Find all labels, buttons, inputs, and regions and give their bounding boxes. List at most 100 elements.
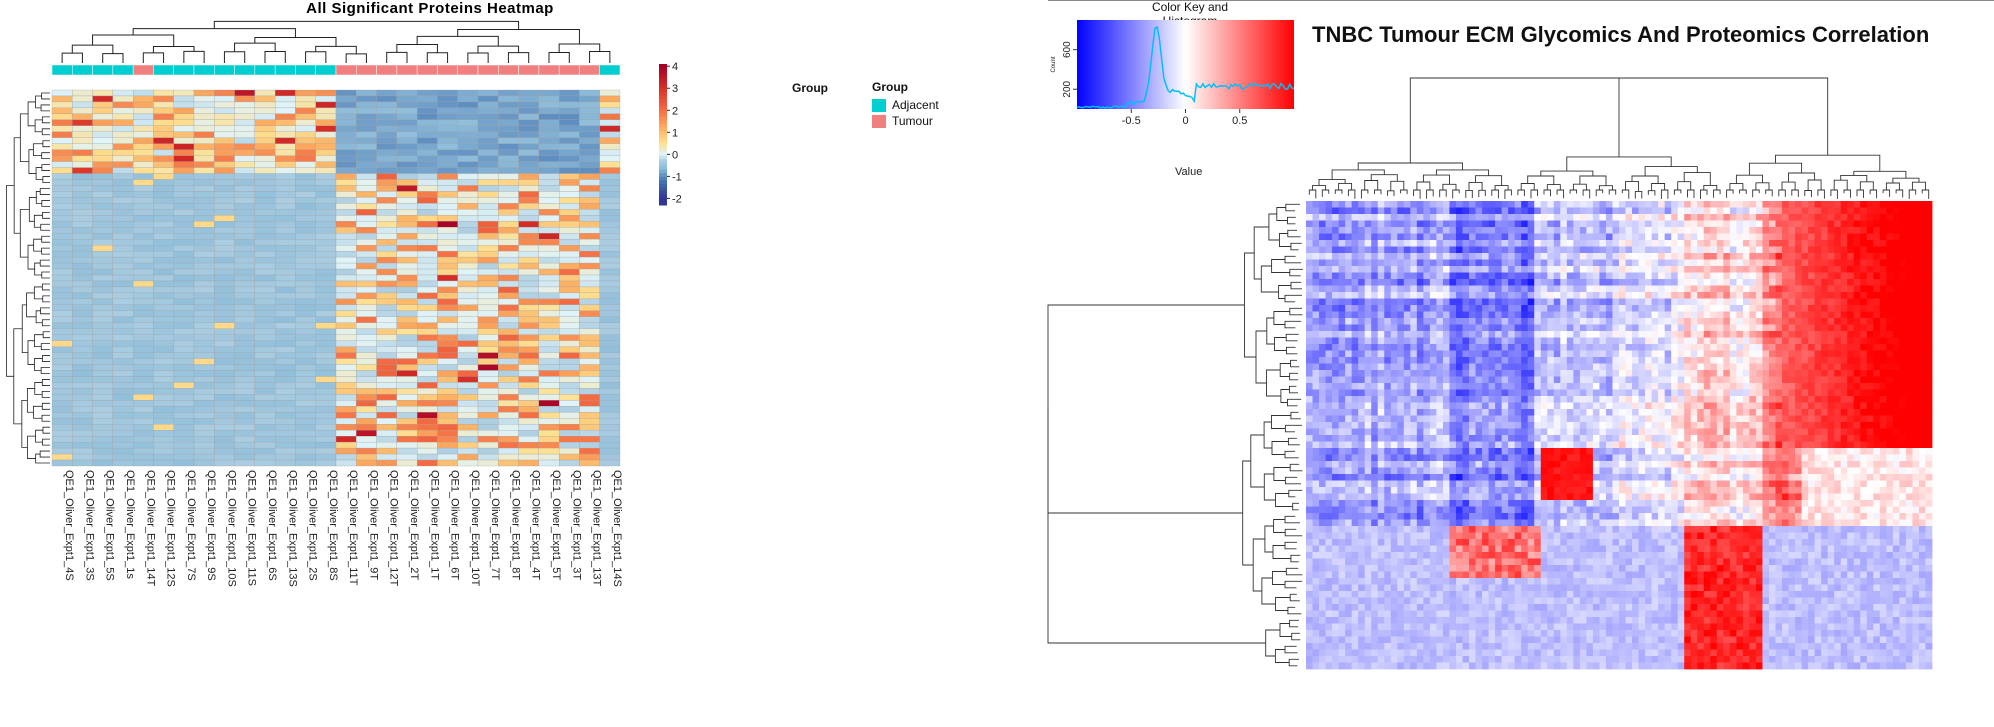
heatmap-cell — [335, 125, 357, 132]
correlation-cell — [1840, 350, 1848, 358]
correlation-cell — [1319, 305, 1326, 312]
heatmap-cell — [274, 298, 296, 306]
correlation-cell — [1436, 201, 1444, 208]
correlation-cell — [1775, 344, 1783, 351]
correlation-cell — [1821, 350, 1829, 358]
correlation-cell — [1508, 318, 1516, 325]
correlation-cell — [1886, 279, 1894, 286]
heatmap-cell — [437, 245, 458, 252]
column-label: QE1_Oliver_Expt1_2S — [307, 470, 319, 581]
correlation-cell — [1768, 266, 1776, 273]
correlation-cell — [1782, 383, 1789, 390]
correlation-cell — [1599, 298, 1607, 306]
correlation-cell — [1579, 383, 1587, 390]
correlation-cell — [1619, 344, 1626, 351]
correlation-cell — [1795, 285, 1802, 293]
correlation-cell — [1599, 233, 1607, 241]
heatmap-cell — [477, 376, 499, 383]
correlation-cell — [1579, 227, 1587, 234]
correlation-cell — [1710, 227, 1718, 234]
correlation-cell — [1755, 207, 1763, 215]
heatmap-cell — [153, 203, 174, 210]
correlation-cell — [1879, 227, 1887, 234]
correlation-cell — [1755, 331, 1763, 338]
correlation-cell — [1918, 305, 1926, 312]
correlation-cell — [1325, 389, 1333, 397]
correlation-cell — [1514, 259, 1522, 267]
correlation-cell — [1390, 246, 1398, 254]
correlation-cell — [1645, 246, 1652, 254]
correlation-cell — [1377, 298, 1385, 306]
heatmap-cell — [112, 161, 134, 168]
correlation-cell — [1338, 363, 1346, 371]
dendrogram-branch — [13, 328, 23, 425]
heatmap-cell — [356, 376, 377, 383]
correlation-cell — [1625, 344, 1633, 351]
correlation-cell — [1501, 324, 1509, 332]
heatmap-cell — [416, 453, 438, 461]
group-annotation-cell — [335, 64, 357, 76]
correlation-cell — [1729, 227, 1737, 234]
correlation-cell — [1475, 350, 1483, 358]
heatmap-cell — [599, 453, 621, 461]
heatmap-cell — [234, 370, 256, 377]
heatmap-cell — [538, 173, 560, 180]
correlation-cell — [1462, 324, 1470, 332]
column-label: QE1_Oliver_Expt1_12T — [388, 470, 400, 586]
correlation-cell — [1403, 363, 1411, 371]
heatmap-cell — [214, 447, 235, 455]
heatmap-cell — [558, 441, 580, 449]
correlation-cell — [1384, 344, 1392, 351]
heatmap-cell — [376, 197, 398, 204]
correlation-cell — [1306, 344, 1313, 351]
correlation-cell — [1716, 344, 1724, 351]
heatmap-cell — [173, 394, 195, 401]
correlation-cell — [1403, 246, 1411, 254]
correlation-cell — [1762, 207, 1770, 215]
correlation-cell — [1664, 214, 1672, 221]
heatmap-cell — [92, 239, 114, 246]
correlation-cell — [1599, 370, 1607, 377]
heatmap-cell — [376, 155, 398, 162]
correlation-cell — [1397, 266, 1405, 273]
correlation-cell — [1723, 227, 1731, 234]
correlation-cell — [1377, 389, 1385, 397]
correlation-cell — [1501, 207, 1509, 215]
correlation-cell — [1488, 298, 1496, 306]
heatmap-cell — [416, 268, 438, 276]
correlation-cell — [1671, 357, 1679, 364]
correlation-cell — [1514, 331, 1522, 338]
heatmap-cell — [558, 322, 580, 329]
heatmap-cell — [437, 203, 458, 210]
correlation-cell — [1488, 389, 1496, 397]
correlation-cell — [1501, 383, 1509, 390]
heatmap-cell — [72, 298, 93, 306]
correlation-cell — [1495, 240, 1503, 247]
correlation-cell — [1827, 337, 1835, 345]
correlation-cell — [1358, 337, 1366, 345]
correlation-cell — [1684, 214, 1692, 221]
heatmap-cell — [437, 149, 458, 156]
dendrogram-branch — [426, 52, 449, 63]
correlation-cell — [1788, 383, 1796, 390]
correlation-cell — [1697, 279, 1705, 286]
heatmap-cell — [335, 316, 357, 323]
correlation-cell — [1768, 324, 1776, 332]
heatmap-cell — [214, 155, 235, 162]
dendrogram-branch — [26, 292, 37, 318]
heatmap-cell — [295, 250, 316, 258]
heatmap-cell — [437, 256, 458, 264]
correlation-cell — [1716, 324, 1724, 332]
heatmap-cell — [214, 334, 235, 341]
correlation-cell — [1801, 207, 1809, 215]
correlation-cell — [1462, 279, 1470, 286]
correlation-cell — [1684, 363, 1692, 371]
heatmap-cell — [72, 340, 93, 347]
correlation-cell — [1651, 337, 1659, 345]
correlation-cell — [1651, 305, 1659, 312]
correlation-cell — [1899, 201, 1907, 208]
correlation-cell — [1547, 383, 1555, 390]
heatmap-cell — [315, 292, 337, 300]
correlation-cell — [1723, 279, 1731, 286]
correlation-cell — [1775, 292, 1783, 299]
